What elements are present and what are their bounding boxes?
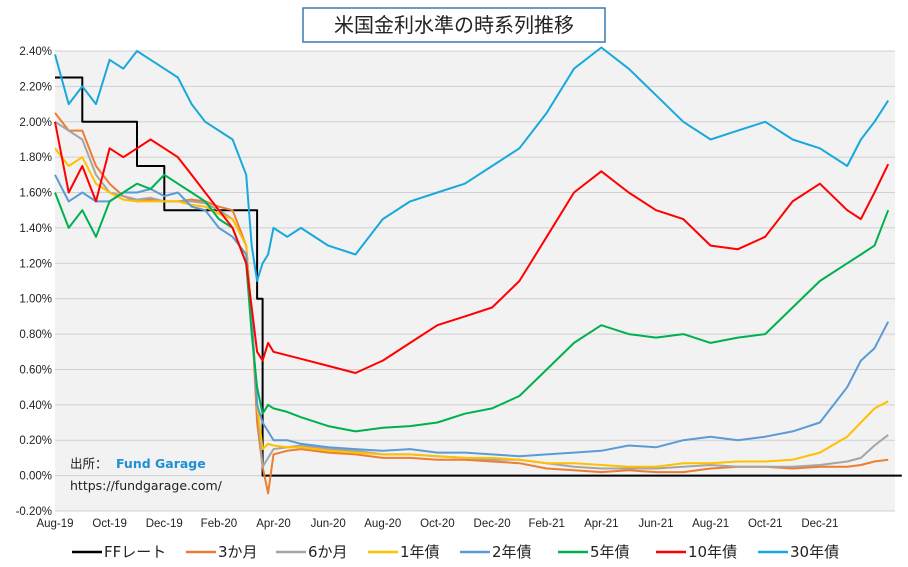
series-line-6 xyxy=(54,173,890,433)
series-line-2 xyxy=(54,112,889,495)
y-tick-label: 1.60% xyxy=(19,188,52,200)
x-tick-label: Apr-21 xyxy=(584,518,619,530)
y-tick-label: 0.40% xyxy=(19,400,52,412)
series-line-8 xyxy=(54,46,890,282)
x-tick-label: Dec-21 xyxy=(801,518,838,530)
chart-title: 米国金利水準の時系列推移 xyxy=(334,13,574,37)
source-label: 出所： xyxy=(70,456,108,471)
legend-label: 1年債 xyxy=(400,543,440,561)
series-line-5 xyxy=(54,174,890,458)
plot-area xyxy=(55,51,895,511)
y-axis: 2.40% 2.20% 2.00% 1.80% 1.60% 1.40% 1.20% 1.00%… xyxy=(16,46,52,518)
y-tick-label: 1.40% xyxy=(19,223,52,235)
x-tick-label: Aug-20 xyxy=(364,518,401,530)
y-tick-label: 0.00% xyxy=(19,471,52,483)
x-tick-label: Dec-19 xyxy=(146,518,183,530)
x-tick-label: Jun-21 xyxy=(638,518,673,530)
x-tick-label: Feb-21 xyxy=(528,518,564,530)
x-tick-label: Oct-19 xyxy=(92,518,127,530)
y-tick-label: -0.20% xyxy=(16,506,52,518)
legend-label: 2年債 xyxy=(492,543,532,561)
series-group xyxy=(54,46,902,495)
title-box xyxy=(302,7,606,43)
legend-label: 5年債 xyxy=(590,543,630,561)
x-tick-label: Dec-20 xyxy=(474,518,511,530)
x-tick-label: Aug-19 xyxy=(36,518,73,530)
y-tick-label: 1.20% xyxy=(19,258,52,270)
y-tick-label: 2.20% xyxy=(19,81,52,93)
series-line-4 xyxy=(54,147,889,468)
y-tick-label: 2.40% xyxy=(19,46,52,58)
grid xyxy=(55,50,895,512)
x-axis: Aug-19 Oct-19 Dec-19 Feb-20 Apr-20 Jun-20 Aug-… xyxy=(36,518,838,530)
source-url: https://fundgarage.com/ xyxy=(70,478,223,493)
y-tick-label: 1.80% xyxy=(19,152,52,164)
source-annotation: 出所： Fund Garage https://fundgarage.com/ xyxy=(70,456,223,493)
legend-label: 10年債 xyxy=(688,543,737,561)
x-tick-label: Aug-21 xyxy=(692,518,729,530)
y-tick-label: 0.20% xyxy=(19,435,52,447)
legend-label: FFレート xyxy=(104,543,166,561)
legend: FFレート 3か月 6か月 1年債 2年債 5年債 10年債 30年債 xyxy=(72,543,839,561)
legend-label: 3か月 xyxy=(218,543,258,561)
legend-label: 6か月 xyxy=(308,543,348,561)
y-tick-label: 0.60% xyxy=(19,364,52,376)
x-tick-label: Jun-20 xyxy=(311,518,346,530)
series-line-7 xyxy=(54,121,890,374)
series-line-3 xyxy=(54,120,889,470)
x-tick-label: Feb-20 xyxy=(201,518,237,530)
source-brand: Fund Garage xyxy=(116,456,206,471)
legend-label: 30年債 xyxy=(790,543,839,561)
x-tick-label: Apr-20 xyxy=(256,518,291,530)
y-tick-label: 2.00% xyxy=(19,117,52,129)
x-tick-label: Oct-21 xyxy=(748,518,783,530)
y-tick-label: 1.00% xyxy=(19,294,52,306)
x-tick-label: Oct-20 xyxy=(420,518,455,530)
y-tick-label: 0.80% xyxy=(19,329,52,341)
